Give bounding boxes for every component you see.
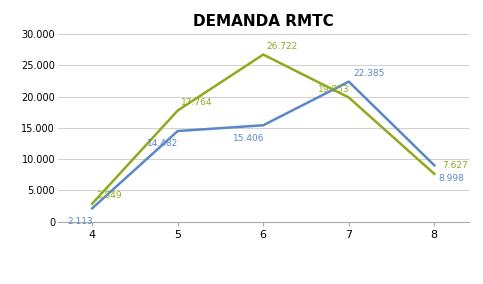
- Demanda 18/03/2021: [431, 172, 437, 176]
- Title: DEMANDA RMTC: DEMANDA RMTC: [193, 14, 334, 29]
- Text: 26.722: 26.722: [266, 42, 297, 51]
- Demanda 18/03/2021: [260, 53, 266, 56]
- Line: Demanda 18/03/2021: Demanda 18/03/2021: [92, 55, 434, 204]
- Demanda 25/03/2021: [431, 164, 437, 167]
- Demanda 25/03/2021: [89, 207, 95, 210]
- Line: Demanda 25/03/2021: Demanda 25/03/2021: [92, 82, 434, 208]
- Demanda 25/03/2021: [175, 129, 181, 133]
- Text: 2.113: 2.113: [67, 217, 93, 225]
- Text: 7.627: 7.627: [442, 161, 469, 170]
- Demanda 18/03/2021: [175, 109, 181, 112]
- Text: 14.482: 14.482: [147, 139, 178, 148]
- Demanda 25/03/2021: [260, 124, 266, 127]
- Demanda 25/03/2021: [346, 80, 352, 83]
- Text: 19.853: 19.853: [318, 85, 350, 94]
- Demanda 18/03/2021: [89, 202, 95, 205]
- Text: 8.998: 8.998: [439, 174, 464, 183]
- Text: 15.406: 15.406: [233, 133, 264, 143]
- Demanda 18/03/2021: [346, 96, 352, 99]
- Text: 22.385: 22.385: [353, 69, 384, 78]
- Text: 2.849: 2.849: [96, 191, 122, 200]
- Text: 17.764: 17.764: [181, 98, 212, 107]
